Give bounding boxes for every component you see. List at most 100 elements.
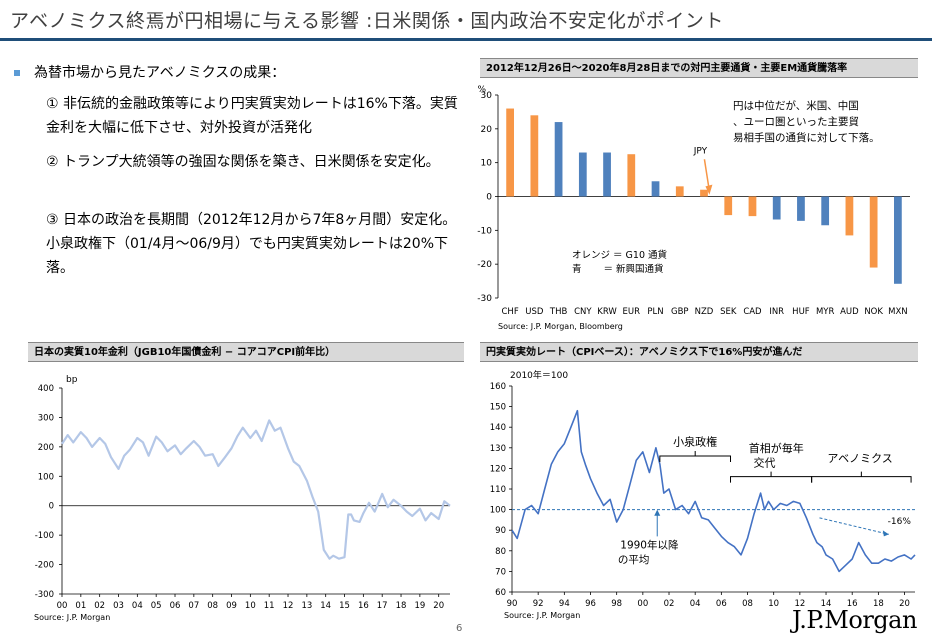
x-tick-label: 13 [301,601,312,611]
source-note: Source: J.P. Morgan, Bloomberg [498,322,623,331]
x-tick-label: 10 [768,599,779,609]
y-tick-label: 70 [495,567,506,577]
x-tick-label: 16 [847,599,858,609]
y-tick-label: 140 [490,423,506,433]
source-note: Source: J.P. Morgan [504,611,580,620]
title-rule [0,38,932,41]
annotation-line: 円は中位だが、米国、中国 [733,99,859,112]
pm-change-label-1: 首相が毎年 [749,441,804,455]
y-tick-label: 160 [490,382,506,392]
x-tick-label: CNY [574,307,592,317]
real-rate-line [61,419,451,560]
x-tick-label: 14 [821,599,832,609]
x-tick-label: 01 [75,601,86,611]
decline-arrow [819,517,889,535]
y-tick-label: 30 [481,91,493,101]
reer-line [511,409,916,573]
bar [700,189,708,197]
y-tick-label: 0 [486,193,492,203]
y-axis-unit: 2010年＝100 [510,369,568,381]
y-tick-label: -20 [477,260,492,270]
bar [797,196,805,221]
y-tick-label: 10 [481,159,493,169]
point-3: ③ 日本の政治を長期間（2012年12月から7年8ヶ月間）安定化。小泉政権下（0… [46,212,457,276]
y-tick-label: 400 [38,384,54,394]
x-tick-label: 00 [637,599,648,609]
point-2: ② トランプ大統領等の強固な関係を築き、日米関係を安定化。 [46,154,440,170]
x-tick-label: 08 [207,601,218,611]
y-tick-label: -10 [477,226,492,236]
y-tick-label: 150 [490,403,506,413]
koizumi-label: 小泉政権 [673,435,717,449]
y-axis-unit: % [477,85,486,95]
x-tick-label: MYR [816,307,835,317]
bar [554,122,563,197]
bar [530,115,539,197]
real-rate-chart-title: 日本の実質10年金利（JGB10年国債金利 − コアコアCPI前年比） [28,342,464,362]
annotation-line: 、ユーロ圏といった主要貿 [733,116,859,128]
x-tick-label: 16 [358,601,369,611]
bar [675,186,684,197]
x-tick-label: 20 [433,601,444,611]
x-tick-label: 08 [742,599,753,609]
y-tick-label: 300 [38,413,54,423]
x-tick-label: 05 [151,601,162,611]
page-title: アベノミクス終焉が円相場に与える影響 :日米関係・国内政治不安定化がポイント [10,10,724,32]
x-tick-label: 92 [533,599,544,609]
x-tick-label: 11 [264,601,275,611]
x-tick-label: 12 [283,601,294,611]
bar [724,196,733,216]
x-tick-label: 20 [899,599,910,609]
x-tick-label: EUR [623,307,641,317]
x-tick-label: 03 [113,601,124,611]
page-number: 6 [456,623,463,634]
bar [772,196,781,220]
x-tick-label: 04 [132,601,143,611]
bar [603,152,611,197]
x-tick-label: 17 [377,601,388,611]
bar [894,196,902,284]
x-tick-label: NOK [864,307,883,317]
bar [821,196,830,226]
x-tick-label: INR [769,307,784,317]
x-tick-label: 10 [245,601,256,611]
reer-chart-title: 円実質実効レート（CPIベース）：アベノミクス下で16%円安が進んだ [480,342,918,362]
reer-line-chart: 2010年＝1001601501401301201101009080706090… [490,369,916,620]
currency-bar-chart: %30 20 10 0 -10 -20 -30 CHF USD THB CNY KRW EUR PLN GB… [477,85,910,331]
bullet-heading: 為替市場から見たアベノミクスの成果： [14,62,285,82]
bar [748,196,757,217]
bullet-square-icon [14,70,20,76]
decline-pct-label: -16% [888,517,912,527]
x-tick-label: SEK [720,307,737,317]
bar-chart-title: 2012年12月26日～2020年8月28日までの対円主要通貨・主要EM通貨騰落… [480,58,918,78]
x-tick-label: KRW [597,307,617,317]
y-tick-label: 100 [490,506,506,516]
y-tick-label: -200 [35,561,54,571]
x-tick-label: AUD [840,307,859,317]
jpy-arrowhead [705,184,713,195]
average-label-2: の平均 [618,554,650,566]
x-tick-label: 90 [507,599,518,609]
abenomics-label: アベノミクス [827,452,892,465]
pm-change-label-2: 交代 [754,455,776,469]
x-tick-label: 15 [339,601,350,611]
bar [869,196,878,268]
x-tick-label: 09 [226,601,237,611]
jpy-label: JPY [693,147,708,157]
x-tick-label: 07 [188,601,199,611]
x-tick-label: 06 [170,601,181,611]
y-axis-unit: bp [66,375,78,385]
annotation-line: 易相手国の通貨に対して下落。 [733,131,880,144]
y-tick-label: 120 [490,464,506,474]
abenomics-bracket [811,471,912,483]
x-tick-label: USD [525,307,544,317]
x-tick-label: CAD [743,307,762,317]
x-tick-label: NZD [695,307,714,317]
source-note: Source: J.P. Morgan [34,613,110,622]
y-tick-label: -100 [35,531,54,541]
x-tick-label: GBP [671,307,689,317]
x-tick-label: 98 [611,599,622,609]
x-tick-label: 02 [664,599,675,609]
average-pointer-head [654,509,661,516]
point-1: ① 非伝統的金融政策等により円実質実効レートは16%下落。実質金利を大幅に低下さ… [46,96,458,136]
